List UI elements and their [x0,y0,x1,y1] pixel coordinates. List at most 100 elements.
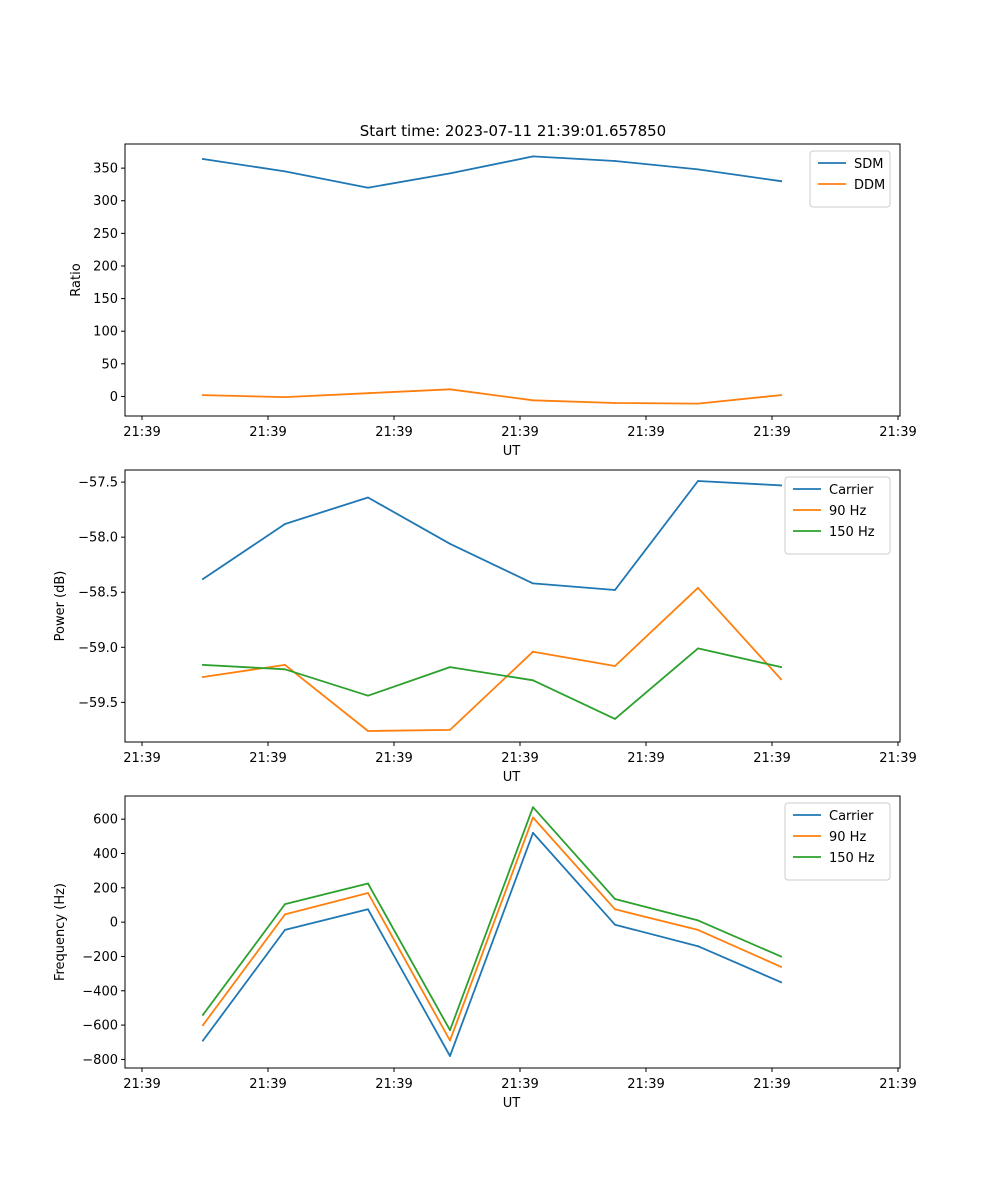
data-point [532,806,534,809]
y-tick-label: 250 [93,227,118,242]
data-point [449,1039,451,1042]
data-point [614,898,616,900]
plots-container: 21:39 21:39 21:39 21:39 21:39 21:39 21:39 UT 0 50… [53,143,917,1111]
x-tick-label: 21:39 [627,1077,664,1092]
y-tick-label: 300 [93,194,118,209]
x-tick-label: 21:39 [627,751,664,766]
x-tick-label: 21:39 [375,425,412,440]
data-point [449,1029,451,1032]
data-point [202,664,204,666]
data-point [367,694,369,697]
data-point [367,392,369,395]
data-point [284,929,286,931]
y-tick-label: 100 [93,325,118,340]
data-point [780,955,782,958]
data-point [697,402,699,405]
data-point [284,668,286,671]
data-point [449,729,451,731]
y-tick-label: 200 [93,881,118,896]
y-tick-label: −58.5 [78,586,118,601]
data-point [614,665,616,667]
y-tick-label: −800 [82,1053,118,1068]
legend-label: Carrier [829,483,874,498]
legend-box [784,476,891,555]
data-point [532,816,534,819]
x-tick-label: 21:39 [627,425,664,440]
y-tick-label: −57.5 [78,476,118,491]
x-tick-label: 21:39 [375,751,412,766]
data-point [697,586,699,589]
y-axis-label: Power (dB) [53,571,68,642]
series-line-carrier [201,832,783,1057]
x-axis-label: UT [503,1096,521,1111]
data-point [202,578,204,580]
x-tick-label: 21:39 [879,1077,916,1092]
x-tick-label: 21:39 [249,751,286,766]
data-point [780,180,782,183]
data-point [284,523,286,525]
y-tick-label: 50 [101,357,118,372]
legend: Carrier 90 Hz 150 Hz [784,802,891,881]
data-point [532,650,534,653]
data-point [532,582,534,585]
y-tick-label: −400 [82,984,118,999]
x-tick-label: 21:39 [501,1077,538,1092]
data-point [532,155,534,158]
data-point [284,913,286,916]
y-axis-label: Frequency (Hz) [53,883,68,981]
data-point [780,666,782,668]
data-point [614,402,616,404]
y-axis-label: Ratio [69,263,84,296]
series-line-carrier [201,480,782,591]
legend-box [809,150,891,208]
data-point [780,484,782,487]
data-point [449,542,451,545]
x-tick-label: 21:39 [753,1077,790,1092]
figure-title: Start time: 2023-07-11 21:39:01.657850 [360,122,666,140]
y-tick-label: 0 [110,390,118,405]
y-tick-label: 200 [93,259,118,274]
data-point [449,666,451,668]
subplot-3: 21:39 21:39 21:39 21:39 21:39 21:39 21:39 UT 600… [53,795,917,1111]
y-tick-label: −59.5 [78,696,118,711]
data-point [780,965,782,968]
data-point [697,168,699,171]
y-tick-label: −59.0 [78,641,118,656]
x-tick-label: 21:39 [249,1077,286,1092]
data-point [697,647,699,650]
data-point [532,679,534,682]
data-point [780,678,782,681]
x-tick-label: 21:39 [123,1077,160,1092]
data-point [284,170,286,173]
series-line-150-hz [202,647,783,720]
data-point [697,945,699,948]
data-point [697,480,699,482]
data-point [202,158,204,160]
y-tick-label: 150 [93,292,118,307]
legend: Carrier 90 Hz 150 Hz [784,476,891,555]
legend-label: 90 Hz [829,504,866,519]
legend-label: 150 Hz [829,851,875,866]
data-point [780,394,782,396]
data-point [614,589,616,591]
legend-label: 90 Hz [829,830,866,845]
series-line-ddm [202,388,782,405]
data-point [614,908,616,911]
data-point [614,718,616,720]
y-tick-label: −58.0 [78,531,118,546]
axes-frame [124,143,901,417]
data-point [449,388,451,391]
y-tick-label: −200 [82,950,118,965]
subplot-2: 21:39 21:39 21:39 21:39 21:39 21:39 21:39 UT −57… [53,469,917,785]
legend-label: SDM [854,157,883,172]
legend-label: DDM [854,178,885,193]
legend: SDM DDM [809,150,891,208]
x-tick-label: 21:39 [375,1077,412,1092]
data-point [532,832,534,834]
data-point [367,186,369,189]
series-line-150-hz [201,806,783,1032]
x-axis-label: UT [503,770,521,785]
subplot-1: 21:39 21:39 21:39 21:39 21:39 21:39 21:39 UT 0 50… [69,143,917,459]
y-tick-label: 0 [110,916,118,931]
